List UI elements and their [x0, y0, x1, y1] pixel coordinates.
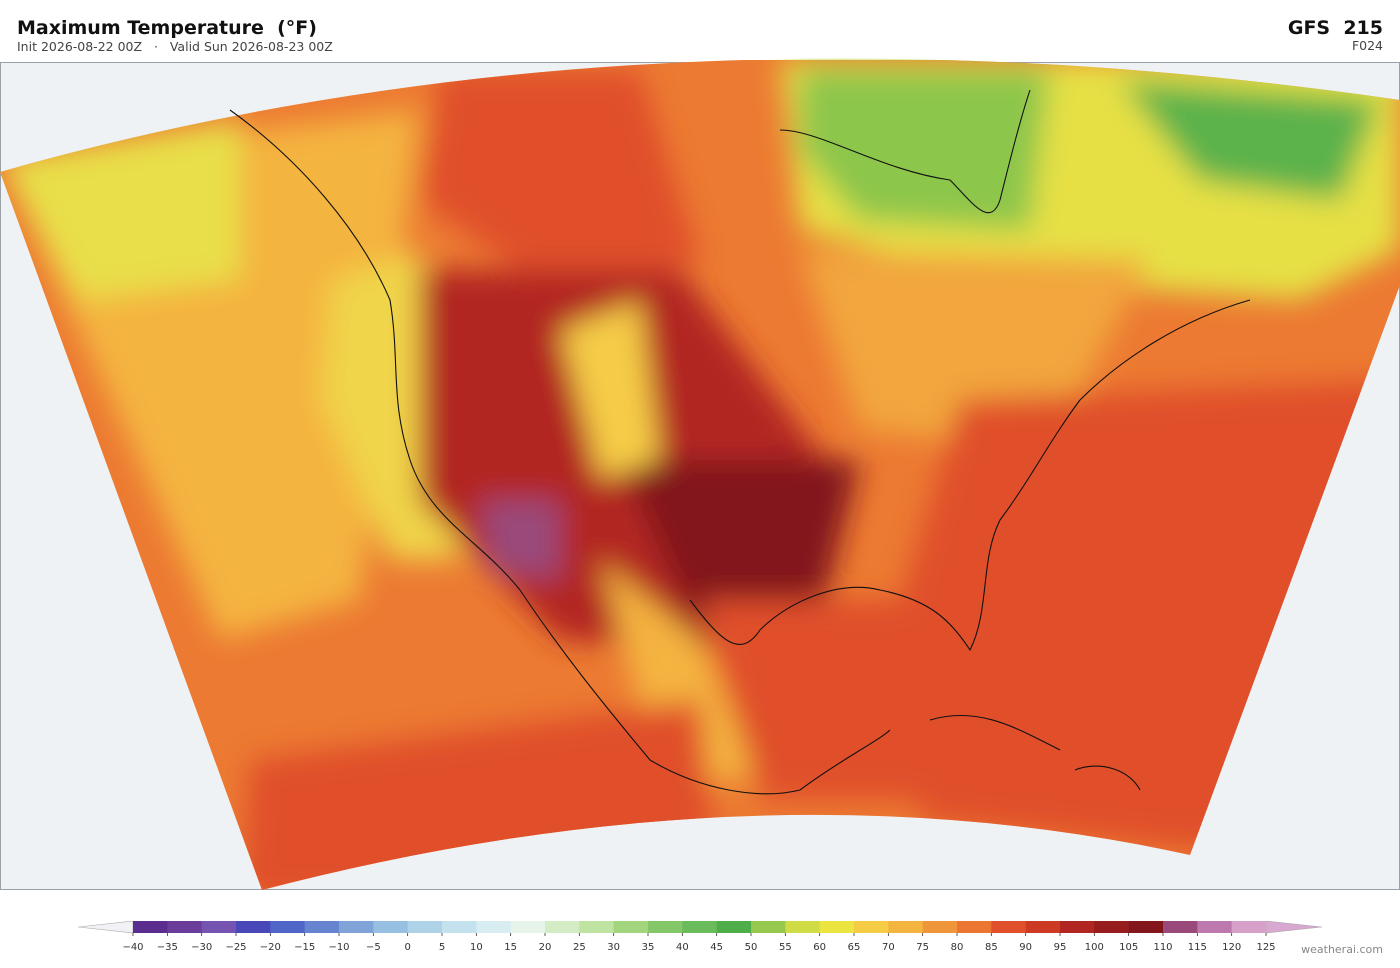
colorbar-tick-label: 60: [813, 942, 826, 953]
colorbar-bin: [1163, 921, 1198, 933]
colorbar-bin: [236, 921, 271, 933]
colorbar-bin: [407, 921, 443, 933]
colorbar-bin: [442, 921, 477, 933]
colorbar-bin: [167, 921, 202, 933]
colorbar-tick-label: −25: [225, 942, 246, 953]
colorbar-bin: [682, 921, 717, 933]
colorbar-tick-label: 10: [470, 942, 483, 953]
colorbar-bin: [510, 921, 546, 933]
colorbar-tick-label: 125: [1256, 942, 1275, 953]
colorbar-bin: [545, 921, 580, 933]
colorbar-tick-label: −40: [122, 942, 143, 953]
colorbar-tick-label: −30: [191, 942, 212, 953]
coastlines: [229, 89, 1251, 795]
colorbar-tick-label: 115: [1188, 942, 1207, 953]
colorbar-tick-label: 75: [916, 942, 929, 953]
colorbar-bin: [579, 921, 614, 933]
colorbar-bin: [1128, 921, 1164, 933]
colorbar-tick-label: 100: [1085, 942, 1104, 953]
forecast-hour: F024: [1352, 38, 1383, 53]
colorbar-bin: [613, 921, 649, 933]
colorbar-tick-label: −15: [294, 942, 315, 953]
colorbar-bin: [133, 921, 168, 933]
colorbar-bin: [270, 921, 305, 933]
colorbar-bin: [373, 921, 408, 933]
colorbar-tick-label: 70: [882, 942, 895, 953]
colorbar-bin: [476, 921, 511, 933]
colorbar-tick-label: 90: [1019, 942, 1032, 953]
model-label: GFS 215: [1288, 17, 1383, 39]
colorbar-bin: [751, 921, 786, 933]
colorbar-bin: [648, 921, 683, 933]
colorbar-tick-label: 50: [745, 942, 758, 953]
colorbar-tick-label: −10: [328, 942, 349, 953]
colorbar-bin: [1231, 921, 1267, 933]
colorbar-tick-label: −20: [260, 942, 281, 953]
colorbar-bin: [1197, 921, 1232, 933]
colorbar-bin: [922, 921, 958, 933]
map-title: Maximum Temperature (°F): [17, 17, 317, 39]
colorbar-tick-label: 15: [504, 942, 517, 953]
colorbar-bin: [785, 921, 820, 933]
colorbar-tick-label: 95: [1054, 942, 1067, 953]
colorbar-bin: [304, 921, 340, 933]
colorbar-tick-label: 25: [573, 942, 586, 953]
colorbar-tick-label: 80: [951, 942, 964, 953]
colorbar-bin: [888, 921, 923, 933]
colorbar-bin: [819, 921, 855, 933]
colorbar-tick-label: 5: [439, 942, 445, 953]
colorbar: −40 −35 −30 −25 −20 −15 −10 −5 0 5 10 15 20 25 30 35 40 4…: [77, 920, 1323, 953]
colorbar-bin: [854, 921, 889, 933]
colorbar-under: [77, 920, 134, 934]
colorbar-tick-label: 85: [985, 942, 998, 953]
colorbar-tick-label: −5: [366, 942, 381, 953]
colorbar-tick-label: 45: [710, 942, 723, 953]
colorbar-bin: [1060, 921, 1095, 933]
colorbar-tick-label: 0: [404, 942, 410, 953]
colorbar-bin: [1025, 921, 1061, 933]
temperature-field: [0, 60, 1400, 890]
colorbar-bin: [339, 921, 374, 933]
colorbar-tick-label: 65: [848, 942, 861, 953]
colorbar-bin: [991, 921, 1026, 933]
colorbar-over: [1265, 920, 1323, 934]
colorbar-tick-label: 55: [779, 942, 792, 953]
colorbar-tick-label: 40: [676, 942, 689, 953]
credit: weatherai.com: [1301, 943, 1383, 956]
colorbar-tick-label: 105: [1119, 942, 1138, 953]
colorbar-tick-label: 110: [1153, 942, 1172, 953]
colorbar-bin: [957, 921, 992, 933]
map-subtitle: Init 2026-08-22 00Z · Valid Sun 2026-08-…: [17, 39, 333, 54]
colorbar-bin: [716, 921, 752, 933]
colorbar-bin: [201, 921, 237, 933]
colorbar-bin: [1094, 921, 1129, 933]
colorbar-tick-label: 20: [539, 942, 552, 953]
colorbar-tick-label: 120: [1222, 942, 1241, 953]
colorbar-tick-label: 35: [642, 942, 655, 953]
map: [0, 60, 1400, 890]
colorbar-tick-label: −35: [157, 942, 178, 953]
colorbar-tick-label: 30: [607, 942, 620, 953]
